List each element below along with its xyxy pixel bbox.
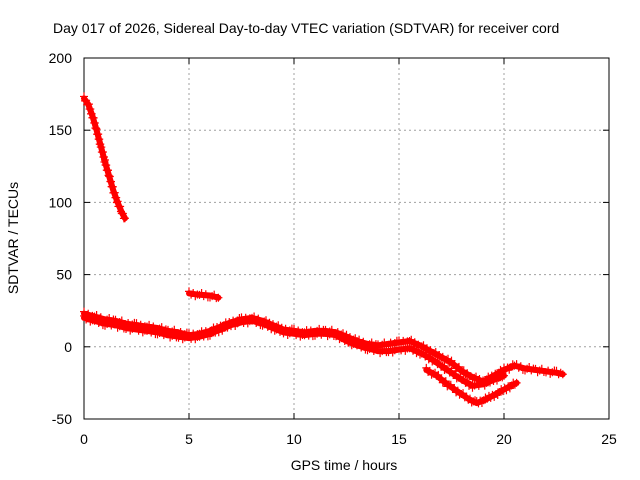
data-point bbox=[442, 365, 451, 374]
data-point bbox=[487, 375, 496, 384]
axis-ticks bbox=[83, 57, 610, 420]
data-point bbox=[113, 197, 122, 206]
x-tick-label: 10 bbox=[286, 431, 302, 447]
data-point bbox=[429, 369, 438, 378]
data-point bbox=[120, 214, 129, 223]
data-point bbox=[437, 362, 445, 371]
data-point bbox=[447, 366, 456, 375]
data-point bbox=[112, 193, 121, 202]
data-point bbox=[438, 361, 447, 370]
y-tick-label: 100 bbox=[49, 194, 73, 210]
x-axis-label: GPS time / hours bbox=[291, 457, 398, 473]
data-point bbox=[457, 389, 466, 398]
data-point bbox=[116, 202, 125, 211]
data-point bbox=[426, 353, 435, 362]
y-tick-label: 200 bbox=[49, 50, 73, 66]
data-point bbox=[423, 351, 431, 360]
y-tick-label: 50 bbox=[56, 267, 72, 283]
data-point bbox=[502, 386, 511, 395]
data-layer bbox=[80, 92, 567, 408]
data-point bbox=[448, 384, 457, 393]
data-point bbox=[558, 370, 567, 379]
data-point bbox=[455, 362, 463, 371]
data-point bbox=[444, 354, 452, 363]
data-point bbox=[430, 356, 438, 365]
data-point bbox=[451, 370, 459, 379]
series-short-arc bbox=[185, 287, 223, 303]
data-point bbox=[465, 373, 473, 382]
data-point bbox=[102, 161, 111, 170]
series-lower-branch bbox=[422, 363, 521, 408]
grid-lines bbox=[84, 58, 609, 419]
data-point bbox=[498, 373, 507, 382]
x-tick-label: 0 bbox=[80, 431, 88, 447]
data-point bbox=[433, 351, 442, 360]
data-point bbox=[452, 374, 461, 383]
data-point bbox=[428, 357, 437, 366]
plot-frame bbox=[83, 57, 610, 420]
data-point bbox=[510, 380, 519, 389]
data-point bbox=[87, 109, 96, 118]
data-point bbox=[431, 355, 440, 364]
data-point bbox=[116, 207, 125, 216]
data-point bbox=[455, 390, 464, 399]
data-point bbox=[453, 386, 462, 395]
tick-labels: 0 5 10 15 20 25 -50 0 50 100 150 200 bbox=[49, 50, 617, 447]
data-point bbox=[110, 188, 119, 197]
y-tick-label: 150 bbox=[49, 122, 73, 138]
series-main-track-b bbox=[80, 311, 508, 392]
data-point bbox=[446, 380, 455, 389]
x-tick-label: 5 bbox=[185, 431, 193, 447]
data-point bbox=[459, 389, 468, 398]
data-point bbox=[440, 365, 449, 374]
data-point bbox=[449, 370, 458, 379]
data-point bbox=[512, 378, 521, 387]
y-axis-label: SDTVAR / TECUs bbox=[5, 182, 21, 294]
x-tick-label: 20 bbox=[496, 431, 512, 447]
data-point bbox=[423, 344, 431, 353]
data-point bbox=[500, 371, 508, 380]
data-point bbox=[265, 321, 274, 330]
data-point bbox=[445, 381, 454, 390]
data-point bbox=[214, 293, 223, 302]
data-point bbox=[86, 104, 95, 113]
x-tick-label: 15 bbox=[391, 431, 407, 447]
data-point bbox=[84, 100, 93, 109]
data-point bbox=[214, 328, 223, 337]
y-tick-label: 0 bbox=[64, 339, 72, 355]
chart-title: Day 017 of 2026, Sidereal Day-to-day VTE… bbox=[53, 20, 559, 36]
x-tick-label: 25 bbox=[601, 431, 617, 447]
data-point bbox=[484, 391, 493, 400]
data-point bbox=[225, 320, 234, 329]
y-tick-label: -50 bbox=[52, 411, 72, 427]
data-point bbox=[440, 377, 449, 386]
data-point bbox=[443, 382, 452, 391]
series-high-arc bbox=[80, 92, 129, 223]
data-point bbox=[441, 377, 450, 386]
data-point bbox=[339, 333, 347, 342]
data-point bbox=[497, 385, 506, 394]
data-point bbox=[475, 375, 484, 384]
data-point bbox=[118, 209, 127, 218]
data-point bbox=[491, 389, 500, 398]
